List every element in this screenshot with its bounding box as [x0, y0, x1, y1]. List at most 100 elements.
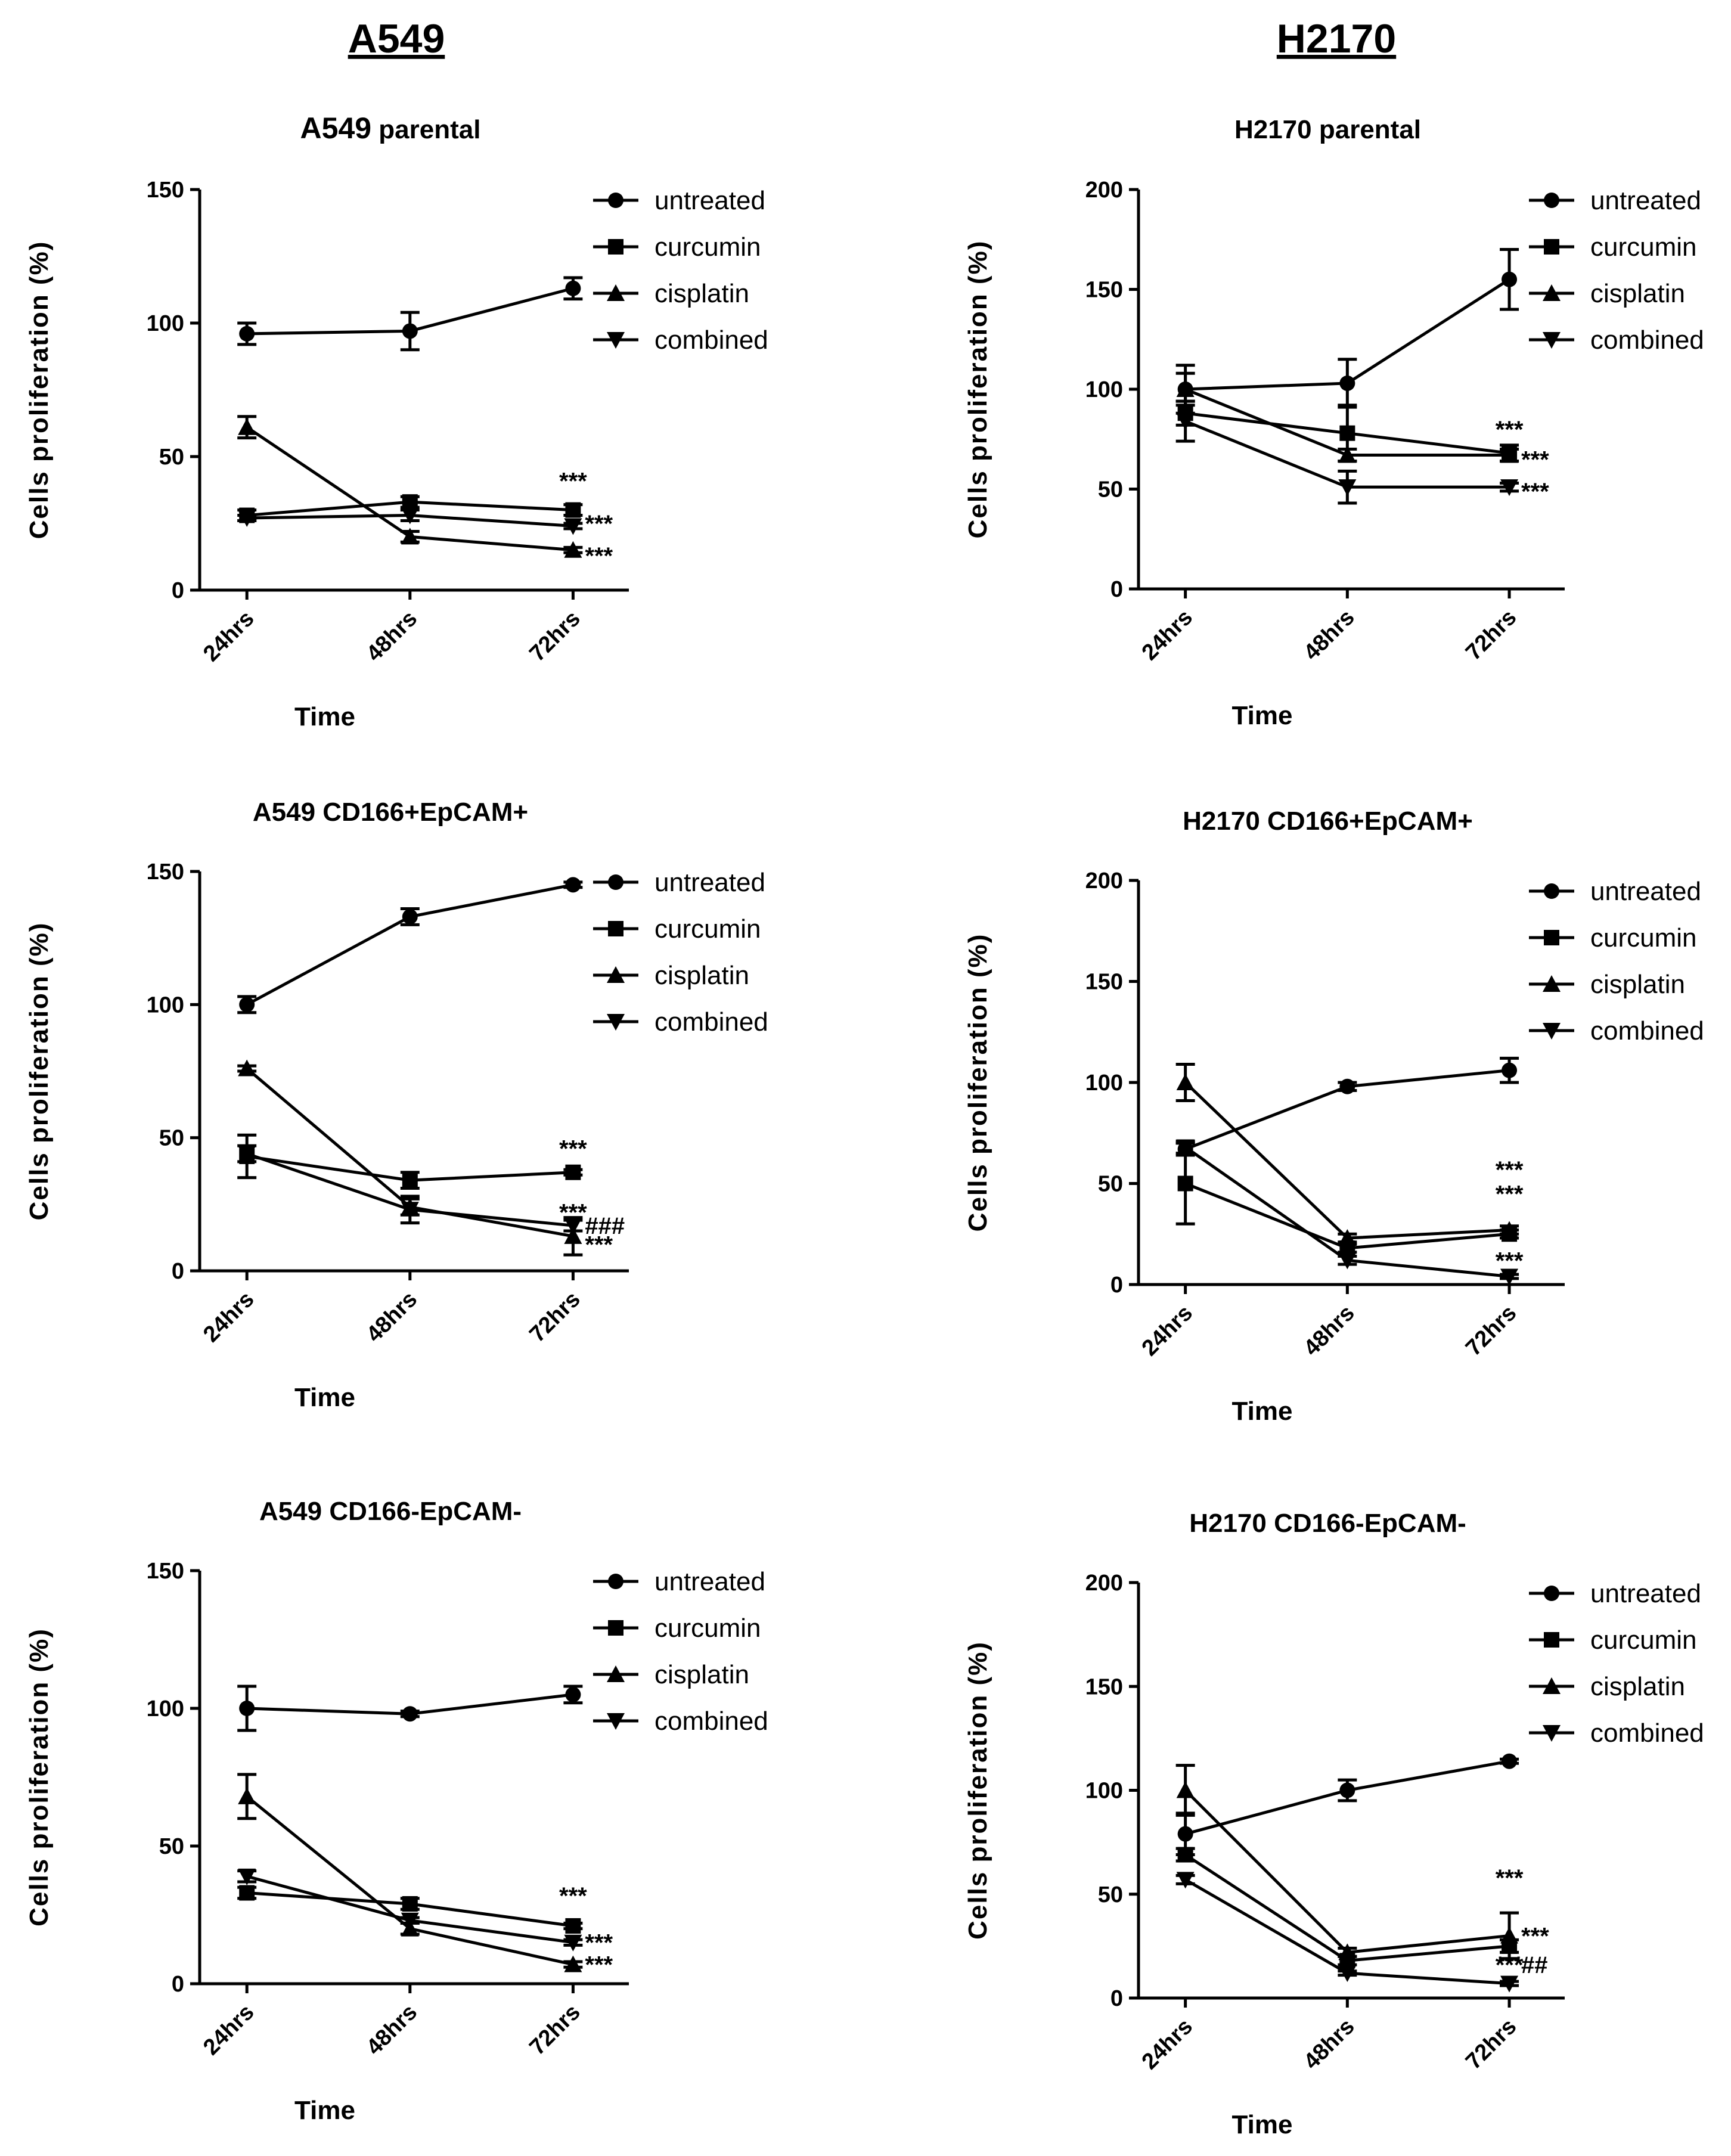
- data-point-cisplatin: [238, 418, 256, 435]
- data-point-combined: [1176, 413, 1195, 430]
- data-point-untreated: [1339, 1078, 1355, 1094]
- column-title-a549: A549: [348, 16, 445, 61]
- legend-item-combined: combined: [1529, 325, 1704, 355]
- data-point-combined: [401, 1202, 419, 1219]
- series-cisplatin: [237, 1059, 583, 1257]
- legend-label: curcumin: [1590, 232, 1697, 262]
- legend-label: untreated: [654, 186, 765, 215]
- legend-label: combined: [1590, 1718, 1704, 1748]
- chart-title: H2170 CD166+EpCAM+: [1183, 806, 1473, 836]
- legend-marker-curcumin: [1544, 930, 1559, 945]
- y-tick-label: 50: [1098, 1172, 1123, 1197]
- data-point-combined: [1338, 479, 1357, 497]
- series-combined: [237, 1144, 583, 1235]
- legend: untreated curcumin cisplatin combined: [1529, 1579, 1704, 1748]
- legend-marker-curcumin: [608, 921, 623, 936]
- data-point-curcumin: [565, 1164, 581, 1180]
- significance-annotation: ***: [1496, 1952, 1524, 1978]
- x-axis-label: Time: [1232, 701, 1293, 730]
- legend-marker-combined: [1543, 1725, 1561, 1742]
- legend-marker-combined: [607, 332, 625, 349]
- y-tick-label: 0: [1110, 1986, 1123, 2011]
- chart-title-sub: parental: [371, 115, 480, 144]
- y-tick-label: 150: [1085, 278, 1123, 303]
- data-point-combined: [1338, 1965, 1357, 1983]
- data-point-combined: [564, 1218, 582, 1235]
- legend: untreated curcumin cisplatin combined: [593, 868, 768, 1037]
- x-tick-label: 24hrs: [1137, 2014, 1198, 2074]
- y-tick-label: 150: [147, 178, 184, 203]
- significance-annotation: ***: [1521, 479, 1549, 505]
- legend-item-combined: combined: [593, 1707, 768, 1736]
- data-point-untreated: [1502, 1062, 1518, 1078]
- significance-annotation: ***: [559, 1200, 587, 1226]
- legend-item-combined: combined: [1529, 1016, 1704, 1046]
- significance-annotation: ***: [585, 1930, 613, 1956]
- significance-annotation: ***: [585, 543, 613, 569]
- legend: untreated curcumin cisplatin combined: [1529, 186, 1704, 355]
- y-tick-label: 50: [159, 445, 184, 470]
- data-point-curcumin: [565, 1918, 581, 1934]
- y-tick-label: 100: [147, 311, 184, 336]
- panels: A549 parental 0 50 100 150 24hrs 48hrs 72hrs Tim…: [24, 111, 1704, 2139]
- series-untreated: [1175, 1753, 1519, 1857]
- x-tick-label: 24hrs: [198, 1287, 259, 1347]
- data-point-combined: [564, 518, 582, 535]
- x-tick-label: 48hrs: [1299, 2014, 1359, 2074]
- data-point-curcumin: [239, 1885, 255, 1901]
- legend-marker-untreated: [1544, 883, 1559, 899]
- legend-marker-combined: [1543, 332, 1561, 349]
- y-tick-label: 0: [1110, 577, 1123, 602]
- legend-item-untreated: untreated: [1529, 186, 1701, 215]
- y-axis-label: Cells proliferation (%): [24, 241, 54, 539]
- legend-marker-combined: [607, 1713, 625, 1730]
- data-point-curcumin: [565, 502, 581, 518]
- data-point-untreated: [1502, 1753, 1518, 1769]
- x-tick-label: 24hrs: [198, 606, 259, 666]
- x-tick-label: 72hrs: [1461, 1301, 1521, 1361]
- legend-label: cisplatin: [1590, 970, 1685, 999]
- legend-label: untreated: [1590, 877, 1701, 906]
- legend: untreated curcumin cisplatin combined: [593, 1567, 768, 1736]
- chart-title: A549 CD166-EpCAM-: [259, 1497, 522, 1526]
- data-point-untreated: [402, 1706, 418, 1722]
- series-untreated: [1175, 1056, 1519, 1157]
- legend-label: cisplatin: [1590, 1672, 1685, 1701]
- y-tick-label: 0: [172, 1972, 184, 1997]
- data-point-curcumin: [1177, 1847, 1193, 1863]
- x-axis-label: Time: [294, 2096, 355, 2125]
- legend-label: cisplatin: [654, 961, 749, 990]
- data-point-curcumin: [402, 494, 418, 510]
- legend-label: cisplatin: [654, 279, 749, 308]
- significance-annotation: ***: [559, 1883, 587, 1909]
- x-tick-label: 72hrs: [525, 2000, 585, 2060]
- legend-marker-cisplatin: [1543, 284, 1561, 301]
- data-point-untreated: [565, 280, 581, 296]
- legend-item-untreated: untreated: [593, 868, 765, 897]
- y-axis-label: Cells proliferation (%): [963, 240, 992, 539]
- chart-panel-h2170-parental: H2170 parental 0 50 100 150 200 24hrs 48hrs 72hr…: [963, 115, 1704, 730]
- legend-label: untreated: [1590, 186, 1701, 215]
- x-axis-label: Time: [1232, 1397, 1293, 1426]
- data-point-cisplatin: [1338, 1943, 1357, 1960]
- series-curcumin: [237, 1133, 583, 1190]
- chart-panel-a549-parental: A549 parental 0 50 100 150 24hrs 48hrs 72hrs Tim…: [24, 111, 768, 731]
- data-point-cisplatin: [1176, 380, 1195, 397]
- significance-annotation: ***: [1496, 1248, 1524, 1274]
- legend-marker-cisplatin: [607, 284, 625, 301]
- data-point-combined: [401, 1912, 419, 1929]
- legend-item-combined: combined: [593, 325, 768, 355]
- series-combined: [237, 507, 583, 535]
- chart-title-main: H2170 CD166-EpCAM-: [1189, 1509, 1466, 1538]
- legend-marker-combined: [607, 1014, 625, 1031]
- y-axis-label: Cells proliferation (%): [963, 1641, 992, 1940]
- legend-label: cisplatin: [654, 1660, 749, 1689]
- significance-annotation: ***: [1521, 1923, 1549, 1949]
- data-point-cisplatin: [564, 541, 582, 558]
- data-point-untreated: [565, 877, 581, 893]
- series-cisplatin: [1175, 1764, 1519, 1960]
- chart-panel-h2170-cd166-epcam: H2170 CD166+EpCAM+ 0 50 100 150 200 24hrs 48hrs…: [963, 806, 1704, 1426]
- data-point-untreated: [1502, 271, 1518, 287]
- chart-title-main: H2170 parental: [1234, 115, 1421, 144]
- data-point-untreated: [402, 323, 418, 339]
